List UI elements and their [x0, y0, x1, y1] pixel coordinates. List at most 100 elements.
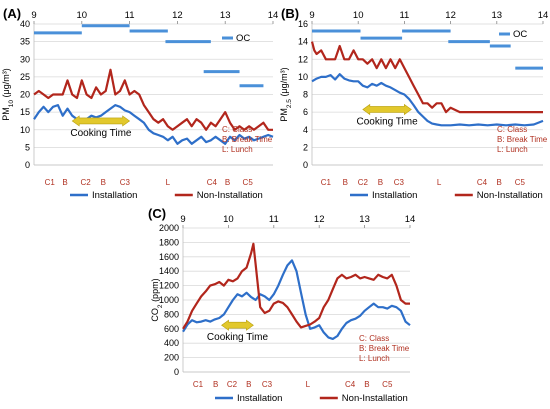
session-label: B — [225, 178, 230, 187]
hour-label: 10 — [353, 10, 364, 21]
cooking-time-arrow — [71, 115, 131, 127]
hour-label: 9 — [309, 10, 314, 21]
session-label: C5 — [382, 380, 393, 389]
session-label: L — [166, 178, 171, 187]
panel-label: (B) — [281, 6, 299, 21]
legend-label: Installation — [237, 393, 282, 404]
hour-label: 14 — [538, 10, 549, 21]
chart-panel-3: (C) 0 200 400 600 800 1000 1200 1400 1600 1800 2000… — [148, 206, 415, 404]
legend-note: C: Class — [497, 125, 527, 134]
y-tick-label: 25 — [20, 72, 30, 82]
y-tick-label: 4 — [303, 125, 308, 135]
y-tick-label: 15 — [20, 107, 30, 117]
session-label: C3 — [394, 178, 405, 187]
series-line-non-installation — [33, 68, 273, 131]
cooking-time-label: Cooking Time — [70, 128, 132, 139]
y-tick-label: 8 — [303, 90, 308, 100]
legend-label: Installation — [372, 190, 417, 201]
session-label: C5 — [243, 178, 254, 187]
hour-label: 14 — [405, 214, 416, 225]
legend-note: L: Lunch — [222, 145, 253, 154]
hour-label: 11 — [269, 214, 279, 225]
session-label: C4 — [207, 178, 218, 187]
hour-label: 13 — [359, 214, 370, 225]
y-tick-label: 0 — [303, 160, 308, 170]
panel-label: (A) — [3, 6, 21, 21]
y-tick-label: 20 — [20, 90, 30, 100]
series-line-installation — [182, 259, 411, 340]
y-tick-label: 1600 — [159, 252, 179, 262]
session-label: C1 — [321, 178, 332, 187]
legend-note: C: Class — [359, 334, 389, 343]
y-tick-label: 12 — [298, 54, 308, 64]
series-line-installation — [33, 104, 274, 145]
y-tick-label: 30 — [20, 54, 30, 64]
session-label: B — [213, 380, 218, 389]
session-label: B — [364, 380, 369, 389]
session-label: C4 — [345, 380, 356, 389]
session-label: C2 — [227, 380, 238, 389]
y-tick-label: 1200 — [159, 281, 179, 291]
session-label: B — [378, 178, 383, 187]
y-tick-label: 40 — [20, 19, 30, 29]
y-tick-label: 14 — [298, 37, 308, 47]
session-label: C2 — [81, 178, 92, 187]
legend-note: C: Class — [222, 125, 252, 134]
oc-legend-label: OC — [513, 29, 527, 40]
session-label: B — [62, 178, 67, 187]
series-line-non-installation — [182, 242, 410, 330]
y-tick-label: 1000 — [159, 295, 179, 305]
y-tick-label: 10 — [298, 72, 308, 82]
y-axis-title: CO2 (ppm) — [150, 278, 164, 321]
hour-label: 10 — [77, 10, 88, 21]
legend-label: Non-Installation — [197, 190, 263, 201]
y-tick-label: 2000 — [159, 223, 179, 233]
hour-label: 13 — [492, 10, 503, 21]
session-label: B — [101, 178, 106, 187]
y-tick-label: 0 — [174, 367, 179, 377]
session-label: C3 — [120, 178, 131, 187]
session-label: B — [496, 178, 501, 187]
session-label: L — [306, 380, 311, 389]
series-line-non-installation — [310, 41, 543, 114]
y-tick-label: 35 — [20, 37, 30, 47]
y-tick-label: 5 — [25, 142, 30, 152]
hour-label: 12 — [445, 10, 456, 21]
legend-note: B: Break Time — [222, 135, 273, 144]
legend-label: Installation — [92, 190, 137, 201]
y-tick-label: 600 — [164, 324, 179, 334]
legend-note: L: Lunch — [497, 145, 528, 154]
y-axis-title: PM2.5 (μg/m³) — [279, 67, 293, 121]
legend-label: Non-Installation — [342, 393, 408, 404]
y-tick-label: 800 — [164, 309, 179, 319]
session-label: C1 — [45, 178, 56, 187]
cooking-time-label: Cooking Time — [207, 332, 269, 343]
hour-label: 12 — [314, 214, 325, 225]
cooking-time-label: Cooking Time — [357, 116, 419, 127]
legend-note: B: Break Time — [497, 135, 548, 144]
y-tick-label: 0 — [25, 160, 30, 170]
y-tick-label: 10 — [20, 125, 30, 135]
y-tick-label: 1400 — [159, 266, 179, 276]
legend-label: Non-Installation — [477, 190, 543, 201]
hour-label: 13 — [220, 10, 231, 21]
panel-label: (C) — [148, 206, 166, 221]
session-label: C1 — [193, 380, 204, 389]
y-axis-title: PM10 (μg/m³) — [1, 68, 15, 120]
hour-label: 9 — [180, 214, 185, 225]
chart-panel-2: (B) 0 2 4 6 8 10 12 14 169 10 11 12 13 14 PM2.5 (μg/m³)… — [279, 6, 548, 201]
session-label: C5 — [515, 178, 526, 187]
cooking-time-arrow — [221, 319, 254, 331]
y-tick-label: 400 — [164, 338, 179, 348]
y-tick-label: 1800 — [159, 237, 179, 247]
y-tick-label: 16 — [298, 19, 308, 29]
series-line-installation — [311, 73, 544, 127]
chart-panel-1: (A) 0 5 10 15 20 25 30 35 409 10 11 12 13 14 PM10 (μg/m… — [1, 6, 278, 201]
oc-legend-label: OC — [236, 33, 250, 44]
cooking-time-arrow — [362, 103, 412, 116]
session-label: L — [437, 178, 442, 187]
session-label: B — [343, 178, 348, 187]
hour-label: 11 — [125, 10, 135, 21]
y-tick-label: 2 — [303, 142, 308, 152]
